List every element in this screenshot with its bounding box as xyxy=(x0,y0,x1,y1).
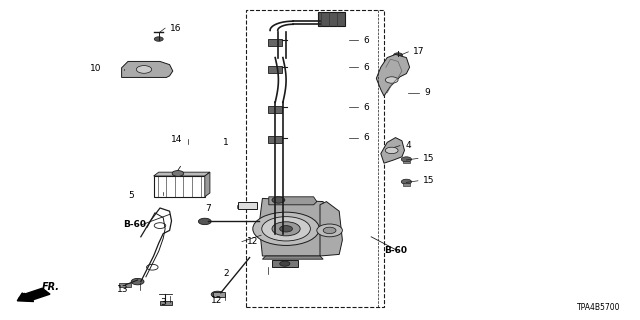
Polygon shape xyxy=(376,54,410,96)
Bar xyxy=(268,39,282,46)
Text: B-60: B-60 xyxy=(123,220,146,229)
Text: 4: 4 xyxy=(405,141,411,150)
Circle shape xyxy=(198,218,211,225)
Text: 2: 2 xyxy=(223,269,229,278)
Text: 1: 1 xyxy=(223,138,229,147)
Polygon shape xyxy=(205,172,210,197)
Polygon shape xyxy=(381,138,404,163)
Text: 12: 12 xyxy=(247,237,259,246)
Text: 6: 6 xyxy=(364,36,369,44)
Polygon shape xyxy=(403,183,410,186)
Bar xyxy=(160,301,172,305)
Circle shape xyxy=(280,226,292,232)
Text: 17: 17 xyxy=(413,47,425,56)
Text: 7: 7 xyxy=(205,204,211,212)
Polygon shape xyxy=(259,198,326,256)
Circle shape xyxy=(211,291,224,298)
Circle shape xyxy=(136,66,152,73)
Bar xyxy=(268,106,282,113)
Text: 12: 12 xyxy=(211,296,222,305)
Circle shape xyxy=(401,157,412,162)
Circle shape xyxy=(317,224,342,237)
Circle shape xyxy=(394,53,403,57)
Circle shape xyxy=(154,223,166,228)
Text: TPA4B5700: TPA4B5700 xyxy=(577,303,621,312)
Bar xyxy=(213,292,225,297)
Bar xyxy=(268,66,282,73)
Circle shape xyxy=(323,227,336,234)
Text: 10: 10 xyxy=(90,64,101,73)
Text: 13: 13 xyxy=(116,285,128,294)
Polygon shape xyxy=(122,61,173,77)
Text: 9: 9 xyxy=(424,88,430,97)
Text: 6: 6 xyxy=(364,63,369,72)
Bar xyxy=(246,10,384,307)
Polygon shape xyxy=(262,256,323,259)
Polygon shape xyxy=(403,161,410,163)
Text: 15: 15 xyxy=(423,176,435,185)
Circle shape xyxy=(385,77,398,83)
Circle shape xyxy=(272,197,285,203)
Text: 15: 15 xyxy=(423,154,435,163)
Circle shape xyxy=(272,222,300,236)
Bar xyxy=(238,202,257,209)
Circle shape xyxy=(147,264,158,270)
Circle shape xyxy=(385,147,398,154)
Text: 3: 3 xyxy=(161,298,166,307)
Circle shape xyxy=(280,261,290,266)
Polygon shape xyxy=(154,172,210,176)
Polygon shape xyxy=(320,202,342,256)
Bar xyxy=(268,136,282,143)
Text: B-60: B-60 xyxy=(384,246,407,255)
Circle shape xyxy=(172,171,184,176)
Bar xyxy=(272,260,298,267)
Polygon shape xyxy=(269,197,317,205)
Bar xyxy=(119,283,131,287)
Text: 16: 16 xyxy=(170,24,182,33)
Circle shape xyxy=(401,179,412,184)
Circle shape xyxy=(154,37,163,41)
Bar xyxy=(318,12,345,26)
Circle shape xyxy=(131,278,144,285)
Text: 6: 6 xyxy=(364,133,369,142)
Text: 6: 6 xyxy=(364,103,369,112)
FancyArrow shape xyxy=(17,288,50,301)
Text: 5: 5 xyxy=(129,191,134,200)
Circle shape xyxy=(253,212,319,245)
Bar xyxy=(154,176,205,197)
Text: 14: 14 xyxy=(171,135,182,144)
Text: FR.: FR. xyxy=(42,282,60,292)
Circle shape xyxy=(262,217,310,241)
